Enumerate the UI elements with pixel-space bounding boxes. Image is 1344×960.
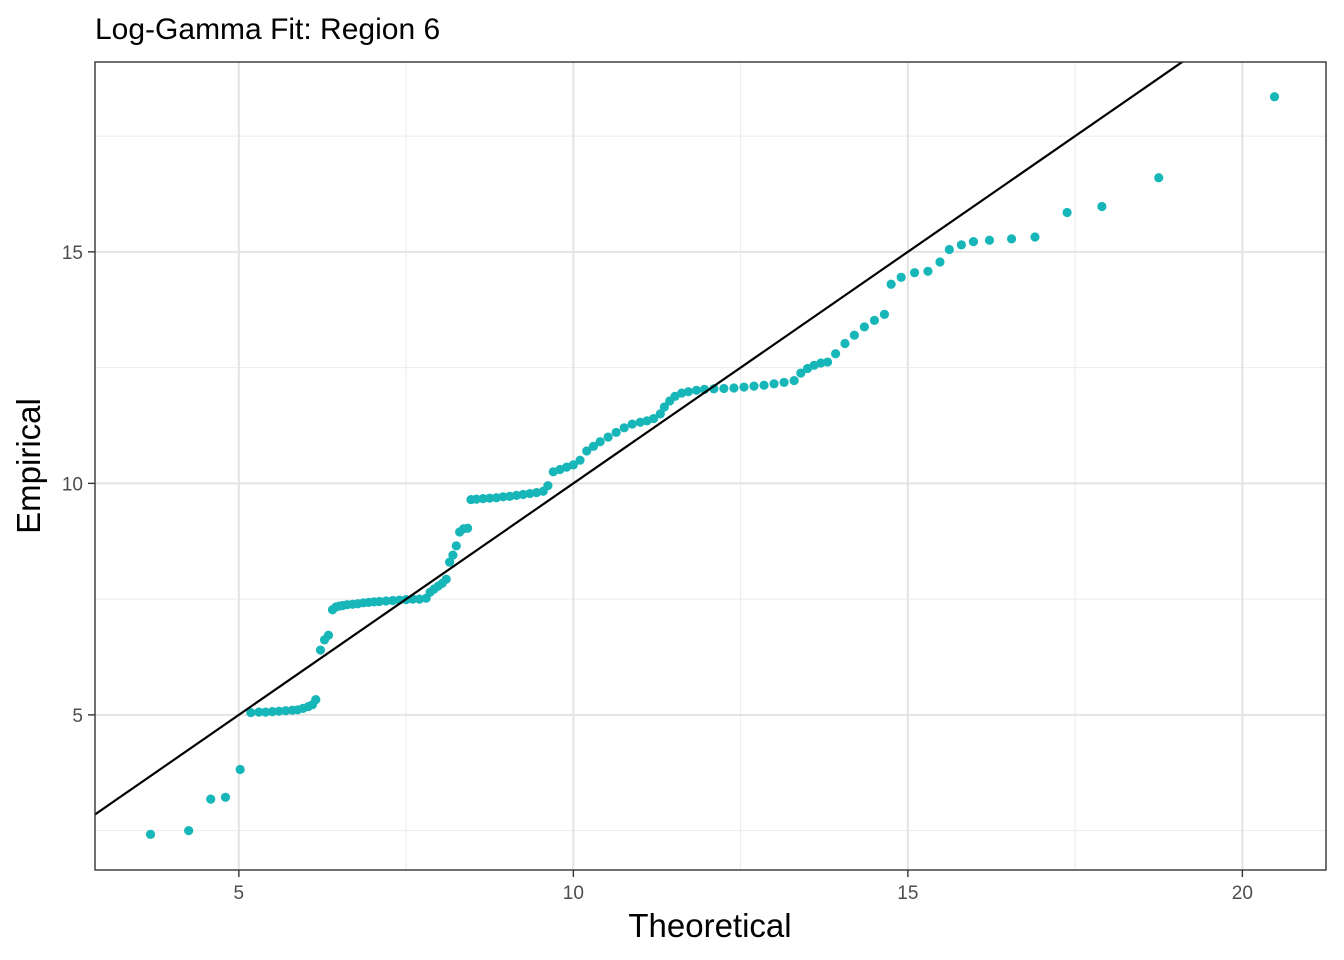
minor-gridlines <box>95 62 1326 870</box>
data-point <box>485 493 495 503</box>
data-point <box>691 385 702 395</box>
data-point <box>1062 207 1072 218</box>
data-point <box>281 706 291 716</box>
data-point <box>463 523 473 533</box>
data-point <box>374 596 384 607</box>
data-point <box>759 380 769 390</box>
x-axis-ticks: 5 10 15 20 <box>234 870 1253 904</box>
data-point <box>1006 234 1017 244</box>
data-point <box>739 382 749 392</box>
data-point <box>518 489 528 500</box>
data-point <box>471 494 481 504</box>
data-point <box>568 460 578 470</box>
chart-title: Log-Gamma Fit: Region 6 <box>95 13 440 46</box>
reference-line <box>95 62 1185 816</box>
data-point <box>859 322 869 332</box>
data-point <box>603 432 613 442</box>
data-point <box>968 237 979 247</box>
data-point <box>478 494 488 504</box>
data-point <box>649 413 659 424</box>
panel-border <box>94 61 1327 871</box>
data-point <box>311 695 321 705</box>
data-point <box>840 338 850 349</box>
data-point <box>448 550 458 560</box>
data-point <box>984 235 995 245</box>
data-point <box>659 402 669 412</box>
data-point <box>1097 201 1107 212</box>
data-point <box>388 595 398 606</box>
data-point <box>525 488 535 499</box>
data-point <box>749 381 759 391</box>
data-point <box>220 792 231 802</box>
data-point <box>816 358 826 368</box>
data-point <box>498 492 508 502</box>
x-axis-title: Theoretical <box>628 907 791 944</box>
data-point <box>261 707 271 717</box>
data-point <box>909 268 920 278</box>
data-point <box>543 481 553 491</box>
data-point <box>769 379 779 389</box>
data-point <box>655 409 665 419</box>
data-point <box>1030 232 1040 242</box>
data-point <box>779 377 789 388</box>
data-point <box>246 707 256 718</box>
data-point <box>491 493 502 503</box>
plot-panel <box>95 62 1326 870</box>
data-point <box>729 383 739 393</box>
data-point <box>944 244 954 255</box>
data-point <box>315 645 326 655</box>
data-point <box>789 375 799 386</box>
data-points <box>145 92 1280 839</box>
data-point <box>588 441 599 451</box>
data-point <box>381 596 391 606</box>
data-point <box>611 427 621 438</box>
data-point <box>582 446 592 456</box>
data-point <box>451 541 461 551</box>
data-point <box>849 330 859 340</box>
data-point <box>627 419 637 429</box>
data-point <box>1269 92 1280 102</box>
data-point <box>831 349 841 359</box>
data-point <box>145 829 156 839</box>
data-point <box>1154 173 1164 183</box>
data-point <box>896 272 906 282</box>
y-tick-label: 15 <box>62 243 83 264</box>
data-point <box>923 266 933 276</box>
data-point <box>505 491 515 501</box>
y-tick-label: 10 <box>62 474 83 495</box>
x-tick-label: 10 <box>563 883 584 904</box>
data-point <box>886 279 896 289</box>
data-point <box>956 240 966 250</box>
data-point <box>719 383 729 394</box>
data-point <box>796 368 806 378</box>
data-point <box>619 423 629 433</box>
x-tick-label: 5 <box>234 883 245 904</box>
data-point <box>206 794 216 804</box>
x-tick-label: 20 <box>1232 883 1253 904</box>
data-point <box>575 455 585 465</box>
data-point <box>254 707 264 717</box>
data-point <box>869 315 880 325</box>
data-point <box>683 387 694 397</box>
data-point <box>935 257 945 267</box>
data-point <box>267 707 277 717</box>
reference-line-group <box>95 62 1185 816</box>
y-axis-title: Empirical <box>10 398 47 534</box>
data-point <box>274 706 284 716</box>
data-point <box>595 437 605 447</box>
data-point <box>441 574 451 584</box>
data-point <box>235 764 245 775</box>
data-point <box>184 826 194 836</box>
data-point <box>822 357 833 367</box>
data-point <box>414 594 425 604</box>
data-point <box>511 490 522 501</box>
y-axis-ticks: 5 10 15 <box>62 243 95 727</box>
data-point <box>444 557 455 567</box>
y-tick-label: 5 <box>72 706 83 727</box>
data-point <box>323 630 334 640</box>
x-tick-label: 15 <box>897 883 918 904</box>
data-point <box>879 309 890 319</box>
